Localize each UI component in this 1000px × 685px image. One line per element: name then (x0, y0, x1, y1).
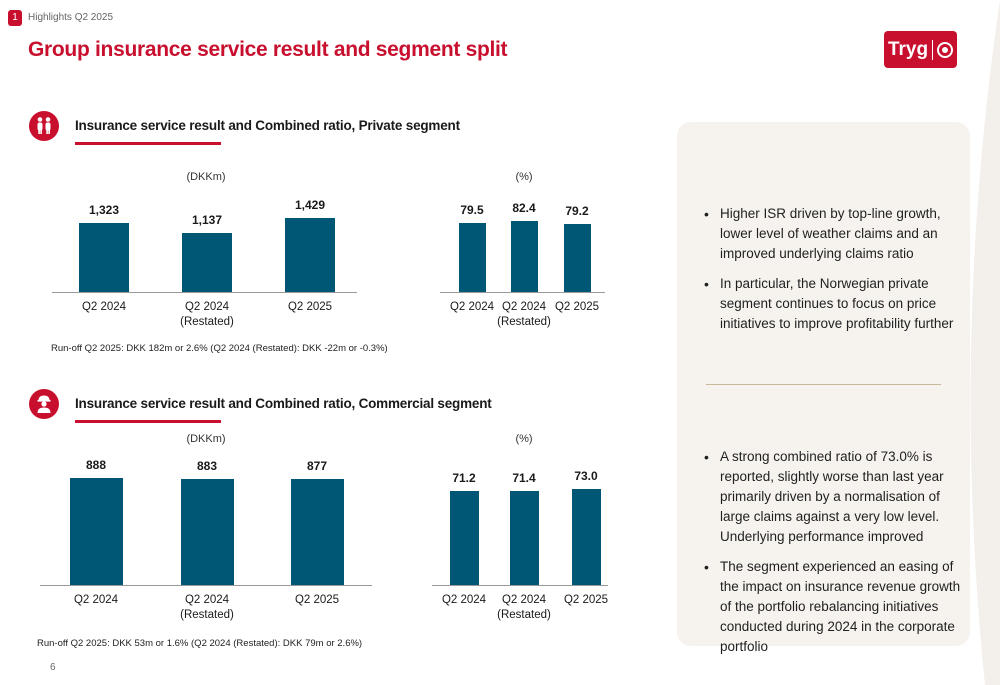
background-curve (970, 0, 1000, 685)
chart-bar (79, 223, 129, 292)
commercial-runoff-note: Run-off Q2 2025: DKK 53m or 1.6% (Q2 202… (37, 638, 363, 649)
private-cr-chart: 79.5 Q2 2024 82.4 Q2 2024 (Restated) 79.2 Q2 2… (440, 180, 605, 332)
chart-bar (458, 223, 486, 292)
x-tick-label: Q2 2024 (Restated) (180, 301, 234, 328)
x-axis-line (440, 292, 605, 293)
data-label: 877 (306, 459, 328, 473)
chart-bar (509, 491, 539, 585)
commercial-bullets: A strong combined ratio of 73.0% is repo… (704, 447, 966, 667)
private-cr-unit: (%) (515, 171, 533, 183)
commercial-isr-chart: 888 Q2 2024 883 Q2 2024 (Restated) 877 Q2 2025 (40, 440, 372, 625)
chart-bar (182, 233, 232, 292)
x-axis-line (40, 585, 372, 586)
data-label: 1,429 (294, 198, 326, 212)
x-axis-line (432, 585, 608, 586)
panel-divider (706, 384, 941, 385)
x-tick-label: Q2 2025 (554, 301, 600, 313)
commercial-bullet: A strong combined ratio of 73.0% is repo… (704, 447, 966, 547)
chart-bar (290, 479, 344, 585)
private-title-underline (75, 142, 221, 145)
data-label: 888 (85, 458, 107, 472)
data-label: 883 (196, 459, 218, 473)
people-icon (29, 111, 59, 141)
commercial-segment-title: Insurance service result and Combined ra… (75, 396, 492, 411)
data-label: 73.0 (574, 469, 598, 483)
private-bullet: In particular, the Norwegian private seg… (704, 274, 959, 334)
data-label: 71.4 (512, 471, 536, 485)
private-segment-title: Insurance service result and Combined ra… (75, 118, 460, 133)
x-tick-label: Q2 2024 (449, 301, 495, 313)
x-tick-label: Q2 2024 (Restated) (497, 301, 551, 328)
logo-ring-icon (937, 41, 954, 58)
page-number: 6 (50, 662, 56, 673)
x-tick-label: Q2 2025 (563, 594, 609, 606)
x-tick-label: Q2 2024 (Restated) (180, 594, 234, 621)
private-bullets: Higher ISR driven by top-line growth, lo… (704, 204, 959, 344)
x-tick-label: Q2 2024 (73, 594, 119, 606)
commercial-cr-chart: 71.2 Q2 2024 71.4 Q2 2024 (Restated) 73.0 Q2 2… (432, 440, 608, 625)
commercial-isr-unit: (DKKm) (186, 433, 226, 445)
section-badge: 1 (8, 10, 22, 26)
chart-bar (285, 218, 335, 292)
data-label: 82.4 (512, 201, 536, 215)
data-label: 79.2 (565, 204, 589, 218)
private-runoff-note: Run-off Q2 2025: DKK 182m or 2.6% (Q2 20… (51, 343, 388, 354)
chart-bar (563, 224, 591, 292)
data-label: 1,137 (191, 213, 223, 227)
chart-bar (510, 221, 538, 292)
page-title: Group insurance service result and segme… (28, 38, 508, 61)
breadcrumb: Highlights Q2 2025 (28, 12, 114, 23)
x-tick-label: Q2 2024 (81, 301, 127, 313)
private-isr-unit: (DKKm) (186, 171, 226, 183)
worker-icon (29, 389, 59, 419)
chart-bar (571, 489, 601, 585)
commercial-cr-unit: (%) (515, 433, 533, 445)
chart-bar (180, 479, 234, 585)
x-tick-label: Q2 2025 (294, 594, 340, 606)
data-label: 79.5 (460, 203, 484, 217)
x-tick-label: Q2 2024 (Restated) (497, 594, 551, 621)
private-bullet: Higher ISR driven by top-line growth, lo… (704, 204, 959, 264)
commercial-title-underline (75, 420, 221, 423)
chart-bar (449, 491, 479, 585)
x-axis-line (52, 292, 357, 293)
x-tick-label: Q2 2024 (441, 594, 487, 606)
logo-text: Tryg (887, 38, 929, 60)
x-tick-label: Q2 2025 (287, 301, 333, 313)
private-isr-chart: 1,323 Q2 2024 1,137 Q2 2024 (Restated) 1,429 Q… (52, 180, 357, 332)
commercial-bullet: The segment experienced an easing of the… (704, 557, 966, 657)
chart-bar (69, 478, 123, 585)
data-label: 1,323 (88, 203, 120, 217)
tryg-logo: Tryg (884, 31, 957, 68)
data-label: 71.2 (452, 471, 476, 485)
